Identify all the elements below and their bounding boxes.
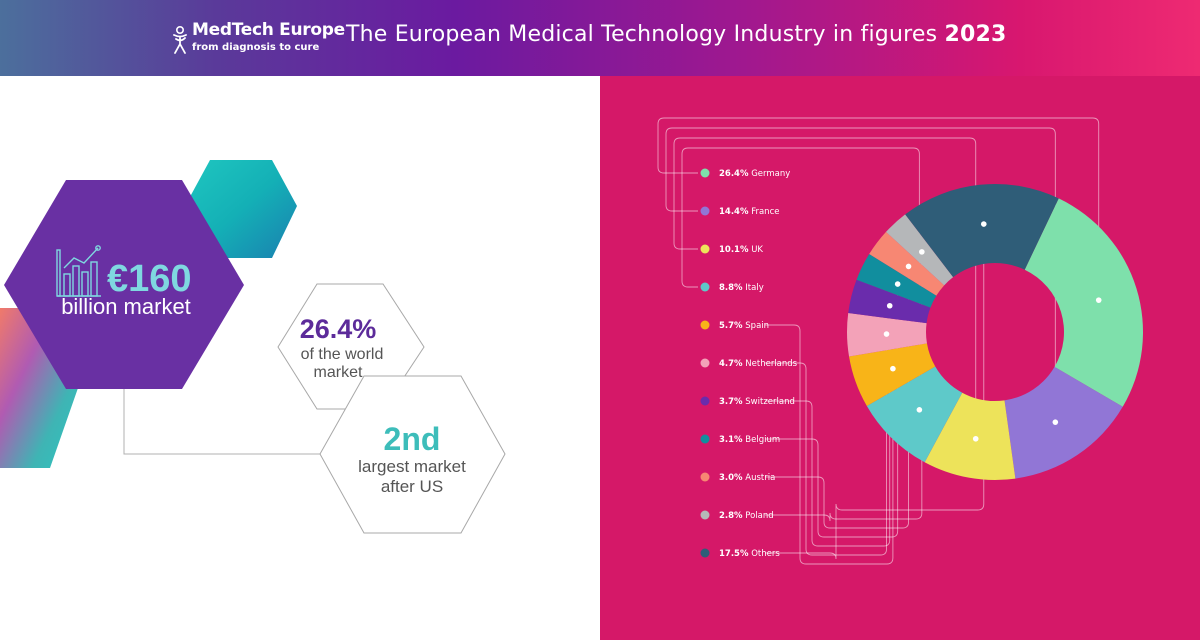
world-share-label-line1: of the world bbox=[301, 346, 384, 363]
legend-item-italy: 8.8% Italy bbox=[700, 282, 764, 293]
slice-marker-germany bbox=[1095, 297, 1102, 303]
logo-name: MedTech Europe bbox=[192, 20, 345, 40]
slice-germany bbox=[1024, 198, 1143, 407]
legend-item-switzerland: 3.7% Switzerland bbox=[700, 396, 795, 407]
page-title-text: The European Medical Technology Industry… bbox=[346, 22, 938, 47]
legend-item-austria: 3.0% Austria bbox=[700, 472, 775, 483]
logo-tagline: from diagnosis to cure bbox=[192, 42, 320, 53]
slice-marker-poland bbox=[919, 249, 925, 255]
legend-label-others: 17.5% Others bbox=[719, 549, 780, 559]
slice-marker-switzerland bbox=[886, 302, 893, 309]
legend-swatch-others bbox=[700, 548, 710, 558]
connector-netherlands bbox=[765, 334, 887, 556]
world-share-value: 26.4% bbox=[300, 314, 377, 344]
legend-swatch-austria bbox=[700, 472, 710, 482]
legend-label-france: 14.4% France bbox=[719, 207, 779, 217]
slice-belgium bbox=[856, 254, 937, 308]
slice-marker-france bbox=[1052, 419, 1059, 425]
legend-label-poland: 2.8% Poland bbox=[719, 511, 774, 521]
legend-swatch-poland bbox=[700, 510, 710, 520]
rank-value: 2nd bbox=[384, 421, 441, 457]
connector-austria bbox=[765, 266, 909, 529]
legend-label-germany: 26.4% Germany bbox=[719, 169, 790, 179]
legend-item-poland: 2.8% Poland bbox=[700, 510, 774, 521]
slice-others bbox=[905, 184, 1059, 278]
legend-item-spain: 5.7% Spain bbox=[700, 320, 769, 331]
rank-label-line2: after US bbox=[381, 477, 443, 496]
legend-item-netherlands: 4.7% Netherlands bbox=[700, 358, 798, 369]
slice-spain bbox=[849, 343, 936, 407]
slice-marker-austria bbox=[905, 263, 912, 270]
legend-swatch-spain bbox=[700, 320, 710, 330]
legend-label-switzerland: 3.7% Switzerland bbox=[719, 397, 795, 407]
connector-italy bbox=[681, 147, 920, 410]
legend-label-spain: 5.7% Spain bbox=[719, 321, 769, 331]
rank-label-line1: largest market bbox=[358, 457, 466, 476]
left-stats-panel: €160 billion market 26.4% of the world m… bbox=[0, 160, 506, 534]
legend-label-italy: 8.8% Italy bbox=[719, 283, 764, 293]
connector-poland bbox=[765, 251, 923, 522]
slice-marker-italy bbox=[916, 407, 923, 413]
person-logo-icon bbox=[173, 26, 187, 54]
legend-item-others: 17.5% Others bbox=[700, 548, 780, 559]
connector-germany bbox=[657, 117, 1100, 301]
legend-item-germany: 26.4% Germany bbox=[700, 168, 790, 179]
connector-others bbox=[765, 224, 985, 560]
market-share-donut-chart: 26.4% Germany 14.4% France 10.1% UK 8.8% It… bbox=[657, 117, 1143, 565]
slice-switzerland bbox=[848, 279, 931, 324]
world-share-label-line2: market bbox=[314, 364, 363, 381]
slice-marker-belgium bbox=[894, 281, 901, 287]
connector-spain bbox=[765, 324, 894, 565]
slice-marker-netherlands bbox=[883, 331, 890, 337]
legend-label-uk: 10.1% UK bbox=[719, 245, 763, 255]
market-value: €160 bbox=[107, 258, 192, 300]
slice-france bbox=[1004, 366, 1123, 479]
slice-uk bbox=[924, 392, 1016, 480]
legend-label-netherlands: 4.7% Netherlands bbox=[719, 359, 798, 369]
slice-marker-others bbox=[980, 221, 987, 227]
legend-item-uk: 10.1% UK bbox=[700, 244, 763, 255]
page-title-year: 2023 bbox=[944, 22, 1007, 47]
legend-swatch-netherlands bbox=[700, 358, 710, 368]
slice-italy bbox=[866, 366, 963, 463]
legend-swatch-uk bbox=[700, 244, 710, 254]
connector-uk bbox=[673, 137, 977, 439]
legend-label-austria: 3.0% Austria bbox=[719, 473, 775, 483]
legend-swatch-belgium bbox=[700, 434, 710, 444]
slice-marker-uk bbox=[972, 435, 979, 442]
legend-label-belgium: 3.1% Belgium bbox=[719, 435, 780, 445]
legend-swatch-switzerland bbox=[700, 396, 710, 406]
market-value-hexagon bbox=[4, 180, 244, 389]
slice-austria bbox=[869, 231, 945, 296]
legend-swatch-germany bbox=[700, 168, 710, 178]
legend-item-belgium: 3.1% Belgium bbox=[700, 434, 780, 445]
connector-belgium bbox=[765, 284, 899, 538]
rank-hexagon bbox=[319, 375, 506, 534]
page-title: The European Medical Technology Industry… bbox=[346, 22, 1007, 47]
connector-switzerland bbox=[765, 305, 891, 547]
market-label: billion market bbox=[61, 294, 191, 319]
bar-chart-icon bbox=[56, 245, 101, 297]
slice-marker-spain bbox=[890, 365, 896, 372]
header-banner: MedTech Europe from diagnosis to cure Th… bbox=[0, 0, 1200, 76]
legend-item-france: 14.4% France bbox=[700, 206, 779, 217]
slice-poland bbox=[885, 214, 954, 286]
connector-france bbox=[665, 127, 1056, 423]
legend-swatch-france bbox=[700, 206, 710, 216]
legend-swatch-italy bbox=[700, 282, 710, 292]
